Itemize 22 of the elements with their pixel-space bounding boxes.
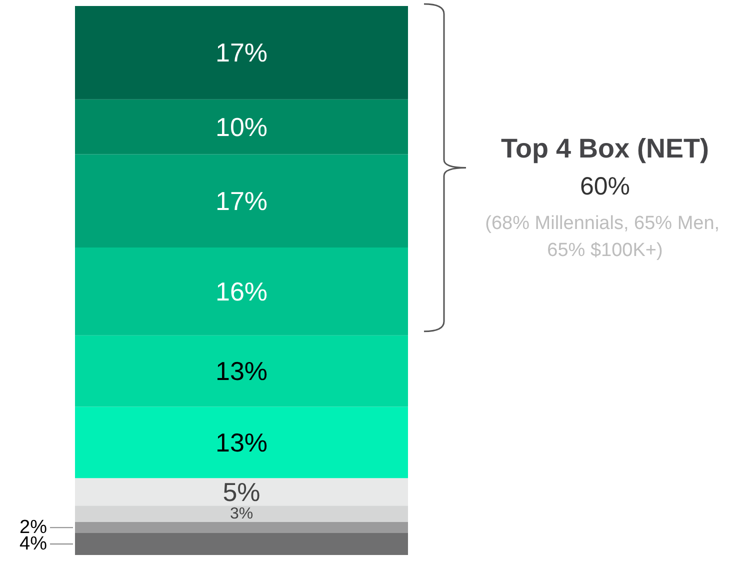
data-label: 17%: [215, 186, 268, 216]
bar: [75, 406, 408, 478]
bar: [75, 154, 408, 248]
bar: [75, 99, 408, 154]
data-label: 16%: [215, 276, 268, 306]
bar: [75, 6, 408, 100]
bar: [75, 478, 408, 506]
text: 60%: [580, 172, 630, 200]
text: (68% Millennials, 65% Men, 65% $100K+): [485, 213, 725, 261]
bar: [75, 522, 408, 534]
text: Top 4 Box (NET): [501, 134, 709, 164]
data-label: 3%: [230, 505, 254, 522]
data-label: 13%: [215, 427, 268, 458]
data-label: 17%: [215, 38, 268, 68]
data-label: 13%: [215, 356, 268, 386]
bar: [75, 533, 408, 555]
bar: [75, 335, 408, 407]
data-label: 4%: [20, 534, 48, 555]
data-label: 10%: [215, 112, 268, 142]
data-label: 5%: [222, 476, 260, 507]
bar: [75, 506, 408, 522]
bar: [75, 248, 408, 336]
